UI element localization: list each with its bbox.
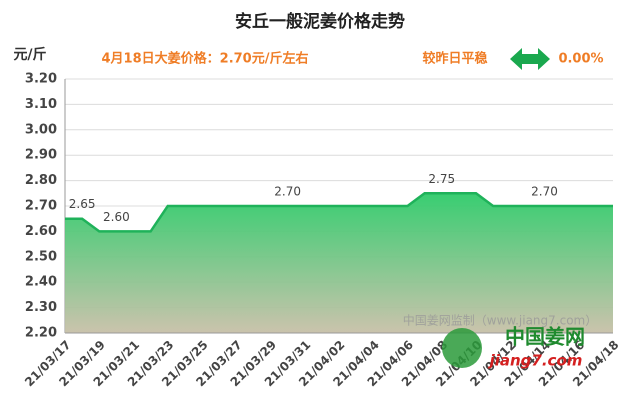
y-tick-label: 2.60 [25, 224, 57, 239]
chart-title: 安丘一般泥姜价格走势 [235, 11, 405, 32]
y-tick-label: 3.00 [25, 122, 57, 137]
logo-name: 中国姜网 [505, 325, 585, 349]
logo-icon [442, 328, 482, 368]
y-tick-label: 3.20 [25, 72, 57, 87]
y-tick-label: 2.30 [25, 300, 57, 315]
change-value: 0.00% [558, 52, 603, 67]
value-label: 2.60 [103, 210, 130, 224]
value-label: 2.70 [274, 185, 301, 199]
y-tick-label: 2.20 [25, 326, 57, 341]
area [65, 193, 613, 333]
value-label: 2.70 [531, 185, 558, 199]
y-tick-label: 2.50 [25, 249, 57, 264]
value-label: 2.75 [428, 172, 455, 186]
y-tick-label: 2.80 [25, 173, 57, 188]
logo-url: jiang7.com [488, 352, 583, 370]
value-label: 2.65 [69, 197, 96, 211]
y-tick-label: 2.40 [25, 275, 57, 290]
y-label: 元/斤 [13, 46, 46, 63]
change-text: 较昨日平稳 [422, 51, 487, 67]
line [65, 192, 613, 233]
y-tick-label: 2.90 [25, 148, 57, 163]
change-arrow [510, 48, 550, 70]
y-tick-label: 2.70 [25, 199, 57, 214]
subtitle: 4月18日大姜价格：2.70元/斤左右 [102, 51, 309, 67]
watermark: 中国姜网监制（www.jiang7.com） [403, 313, 597, 328]
y-tick-label: 3.10 [25, 97, 57, 112]
